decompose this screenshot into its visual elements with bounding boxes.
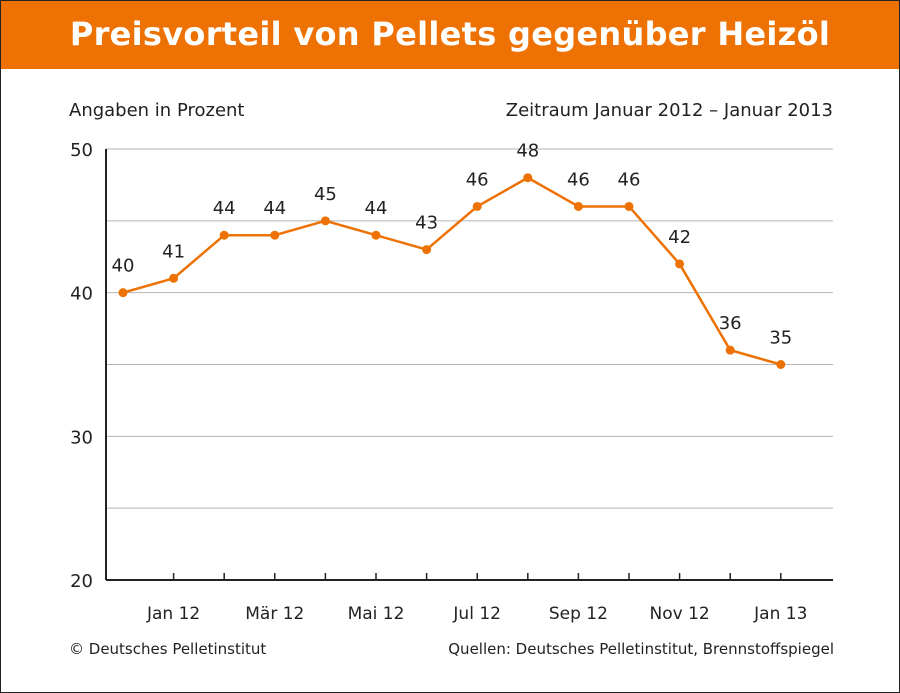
- chart-title: Preisvorteil von Pellets gegenüber Heizö…: [1, 1, 899, 69]
- data-label: 41: [162, 241, 185, 262]
- data-point: [573, 201, 583, 211]
- data-point: [472, 201, 482, 211]
- data-label: 42: [668, 227, 691, 248]
- data-label: 36: [719, 313, 742, 334]
- data-label: 45: [314, 184, 337, 205]
- x-tick-label: Jan 12: [146, 604, 200, 624]
- data-point: [776, 360, 786, 369]
- x-tick-label: Jan 13: [753, 604, 807, 624]
- period-note: Zeitraum Januar 2012 – Januar 2013: [505, 100, 833, 121]
- data-label: 46: [618, 169, 641, 190]
- data-label: 46: [466, 169, 489, 190]
- data-label: 46: [567, 169, 590, 190]
- data-point: [675, 259, 685, 269]
- data-label: 44: [213, 198, 236, 219]
- x-tick-label: Sep 12: [549, 604, 608, 624]
- x-tick-label: Mai 12: [348, 604, 405, 624]
- data-line: [122, 176, 782, 366]
- y-tick-label: 40: [70, 284, 93, 305]
- data-point: [725, 345, 735, 355]
- x-tick-label: Mär 12: [245, 604, 304, 624]
- source-note: Quellen: Deutsches Pelletinstitut, Brenn…: [448, 640, 834, 658]
- data-label: 40: [112, 256, 135, 277]
- x-tick-label: Jul 12: [452, 604, 501, 624]
- data-label: 44: [263, 198, 286, 219]
- data-point: [523, 173, 533, 183]
- data-point: [219, 230, 229, 240]
- data-label: 43: [415, 213, 438, 234]
- data-point: [118, 288, 128, 298]
- data-point: [371, 230, 381, 240]
- data-point: [320, 216, 330, 226]
- data-point: [169, 273, 179, 283]
- y-tick-label: 30: [70, 427, 93, 448]
- data-label: 44: [365, 198, 388, 219]
- x-tick-label: Nov 12: [649, 604, 709, 624]
- data-label: 48: [516, 141, 539, 162]
- data-point: [624, 201, 634, 211]
- data-point: [270, 230, 280, 240]
- y-tick-label: 50: [70, 140, 93, 161]
- data-label: 35: [769, 328, 792, 349]
- y-tick-label: 20: [70, 571, 93, 592]
- data-point: [422, 245, 432, 255]
- copyright-note: © Deutsches Pelletinstitut: [69, 640, 267, 658]
- y-axis-label: Angaben in Prozent: [69, 100, 245, 121]
